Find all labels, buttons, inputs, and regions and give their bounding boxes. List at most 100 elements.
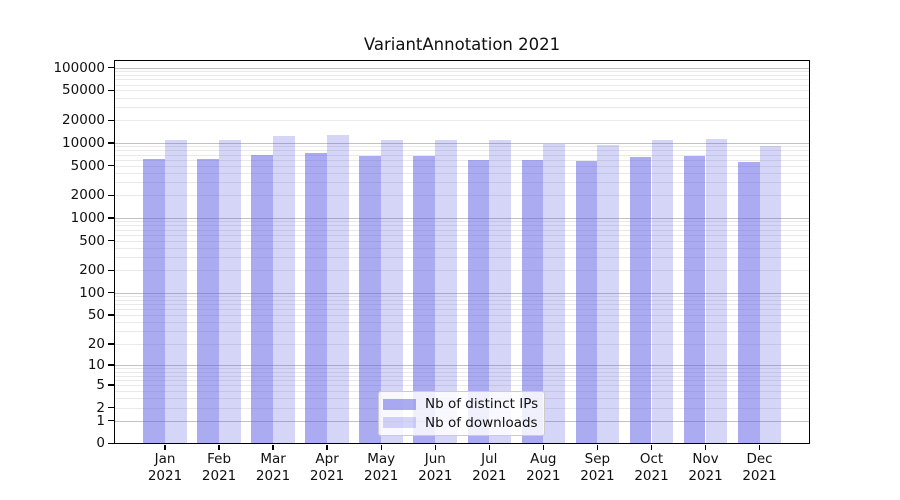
legend: Nb of distinct IPs Nb of downloads — [378, 391, 545, 436]
y-tick-label-1: 1 — [96, 412, 105, 429]
y-tick-label-2: 2 — [96, 399, 105, 416]
minor-gridline — [114, 247, 810, 249]
minor-gridline — [114, 146, 810, 148]
bar-distinct-ips-feb — [197, 158, 220, 444]
legend-item: Nb of distinct IPs — [383, 396, 540, 412]
y-axis-tick — [107, 364, 114, 366]
legend-item: Nb of downloads — [383, 415, 540, 431]
minor-gridline — [114, 344, 810, 345]
plot-area — [114, 60, 810, 444]
x-label-month: Oct — [639, 451, 664, 467]
x-tick-label-oct: Oct 2021 — [617, 451, 687, 484]
y-axis-tick — [107, 442, 114, 444]
legend-label: Nb of distinct IPs — [425, 396, 539, 413]
bar-distinct-ips-oct — [629, 156, 652, 444]
minor-gridline — [114, 234, 810, 236]
x-label-month: Jul — [481, 451, 498, 467]
minor-gridline — [114, 296, 810, 298]
x-label-year: 2021 — [418, 467, 453, 484]
x-tick-label-jul: Jul 2021 — [454, 451, 524, 484]
bar-distinct-ips-jun — [413, 156, 436, 444]
x-label-month: Sep — [584, 451, 611, 467]
minor-gridline — [114, 107, 810, 109]
y-tick-label-2000: 2000 — [70, 187, 105, 204]
minor-gridline — [114, 229, 810, 231]
bar-downloads-jun — [435, 139, 458, 444]
minor-gridline — [114, 371, 810, 373]
minor-gridline — [114, 120, 810, 122]
bar-distinct-ips-dec — [737, 161, 760, 444]
x-axis-tick — [650, 444, 653, 450]
bar-distinct-ips-aug — [521, 159, 544, 444]
minor-gridline — [114, 90, 810, 92]
x-label-year: 2021 — [634, 467, 669, 484]
minor-gridline — [114, 270, 810, 272]
minor-gridline — [114, 195, 810, 197]
x-label-month: Dec — [746, 451, 773, 467]
x-tick-label-aug: Aug 2021 — [508, 451, 578, 484]
y-axis-tick — [107, 384, 114, 386]
minor-gridline — [114, 384, 810, 386]
bar-downloads-jul — [489, 140, 512, 444]
bar-downloads-nov — [705, 138, 728, 444]
minor-gridline — [114, 84, 810, 86]
major-gridline — [114, 292, 810, 294]
x-axis-tick — [758, 444, 761, 450]
chart-title: VariantAnnotation 2021 — [363, 35, 561, 54]
y-axis-tick — [107, 406, 114, 409]
x-axis-tick — [596, 444, 599, 450]
x-axis-tick — [164, 444, 166, 450]
y-tick-label-5: 5 — [96, 376, 105, 393]
y-axis-tick — [107, 119, 114, 121]
y-axis-tick — [107, 420, 114, 422]
y-tick-label-50000: 50000 — [62, 82, 105, 99]
y-axis-tick — [107, 164, 114, 167]
bar-downloads-feb — [219, 139, 241, 444]
x-label-year: 2021 — [526, 467, 561, 484]
minor-gridline — [114, 315, 810, 317]
y-tick-label-0: 0 — [96, 435, 105, 452]
major-gridline — [114, 218, 810, 219]
x-label-month: Jan — [154, 451, 176, 467]
x-tick-label-apr: Apr 2021 — [292, 451, 362, 484]
y-tick-label-20000: 20000 — [62, 112, 105, 129]
y-tick-label-100: 100 — [79, 284, 105, 301]
y-axis-tick — [107, 343, 114, 345]
y-tick-label-50: 50 — [87, 307, 105, 324]
minor-gridline — [114, 375, 810, 377]
minor-gridline — [114, 75, 810, 77]
y-axis-tick — [107, 194, 114, 197]
x-label-year: 2021 — [147, 467, 183, 484]
minor-gridline — [114, 304, 810, 306]
minor-gridline — [114, 71, 810, 73]
x-tick-label-sep: Sep 2021 — [562, 451, 632, 484]
bar-distinct-ips-jul — [467, 159, 490, 444]
x-label-year: 2021 — [688, 467, 723, 484]
y-tick-label-10000: 10000 — [62, 134, 105, 151]
x-label-month: Nov — [692, 451, 719, 467]
y-tick-label-10: 10 — [87, 357, 105, 374]
x-label-year: 2021 — [364, 467, 399, 484]
y-axis-tick — [107, 239, 114, 242]
x-tick-label-nov: Nov 2021 — [671, 451, 741, 484]
x-label-year: 2021 — [309, 467, 345, 484]
bar-distinct-ips-may — [359, 156, 382, 444]
legend-swatch-distinct-ips — [383, 398, 416, 411]
y-tick-label-100000: 100000 — [53, 59, 105, 76]
x-axis-tick — [704, 444, 707, 450]
x-label-month: May — [367, 451, 396, 467]
minor-gridline — [114, 150, 810, 152]
x-tick-label-feb: Feb 2021 — [184, 451, 254, 484]
bar-downloads-mar — [273, 136, 295, 444]
y-axis-tick — [107, 292, 114, 294]
legend-swatch-downloads — [383, 416, 416, 429]
x-tick-label-jan: Jan 2021 — [130, 451, 200, 484]
minor-gridline — [114, 240, 810, 242]
y-tick-label-1000: 1000 — [70, 210, 105, 226]
minor-gridline — [114, 159, 810, 161]
x-label-year: 2021 — [472, 467, 507, 484]
x-label-year: 2021 — [255, 467, 291, 484]
x-axis-tick — [380, 444, 382, 450]
x-axis-tick — [326, 444, 328, 450]
